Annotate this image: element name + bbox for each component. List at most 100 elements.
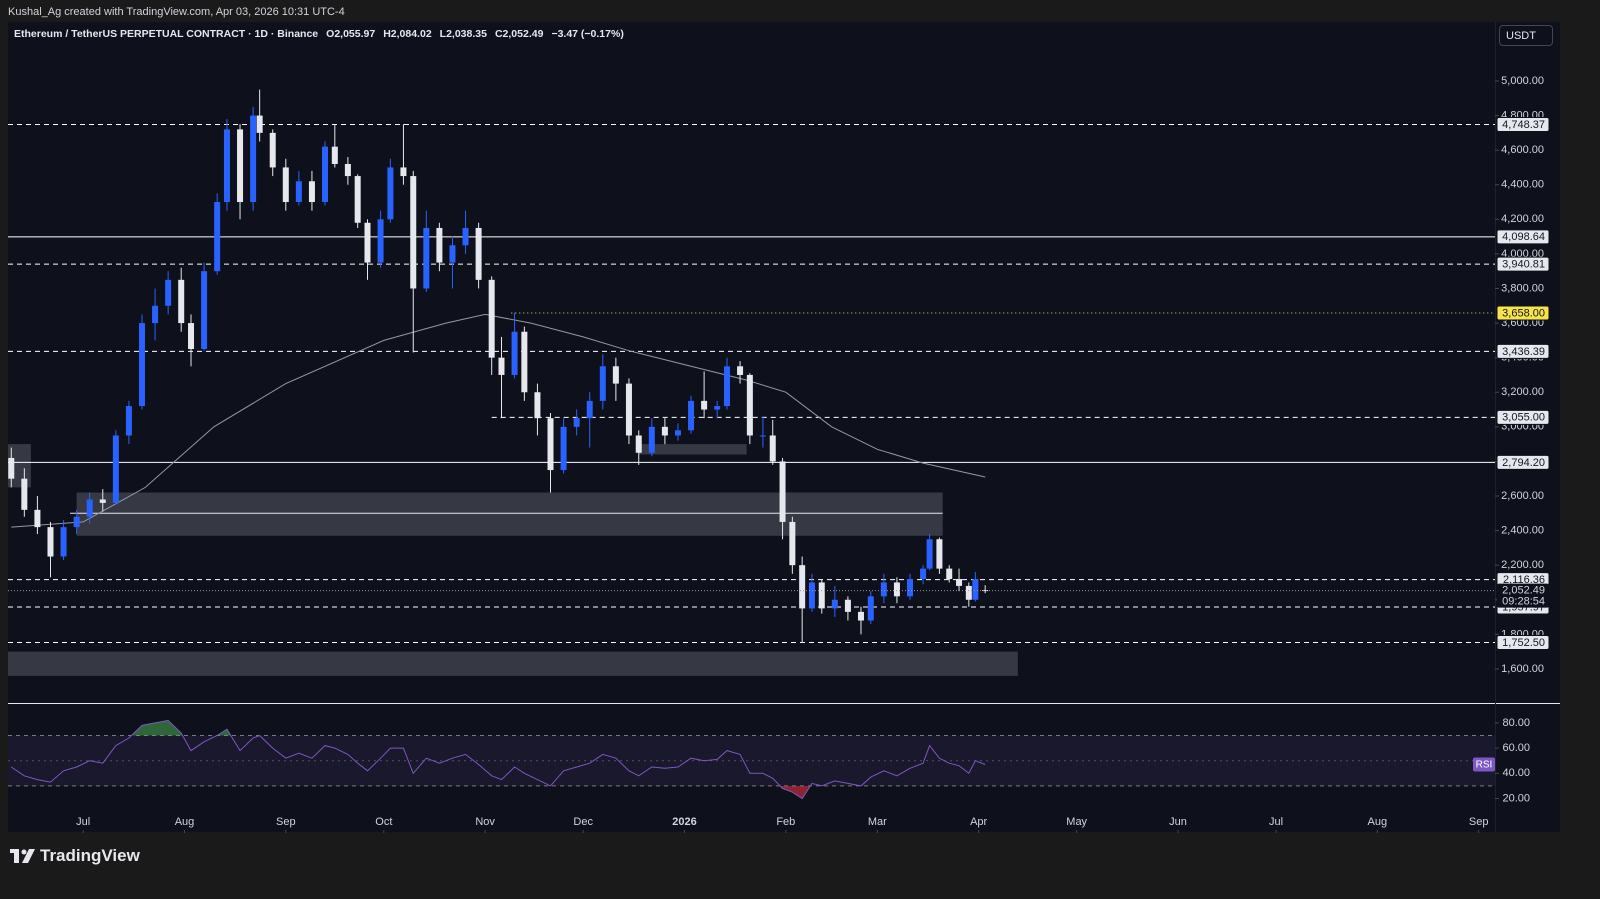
last-price-label: 2,052.49 [1502, 585, 1545, 597]
ohlc-high: H2,084.02 [383, 28, 432, 40]
candle-body [354, 176, 361, 223]
candle-body [893, 582, 900, 597]
ohlc-open: O2,055.97 [326, 28, 376, 40]
candle-body [956, 579, 963, 586]
x-tick-label: Aug [1368, 816, 1388, 828]
x-tick-label: Sep [1469, 816, 1489, 828]
candle-body [423, 227, 430, 289]
level-label-box [1496, 454, 1550, 470]
candle-body [250, 115, 257, 203]
candle-body [789, 521, 796, 566]
level-label-box [1496, 343, 1550, 359]
candle-body [511, 331, 518, 375]
currency-button[interactable]: USDT [1499, 25, 1553, 46]
candle-body [674, 430, 681, 436]
candle-body [178, 279, 185, 324]
rsi-label: RSI [1476, 760, 1493, 771]
level-label-box [1496, 635, 1550, 651]
y-tick-label: 4,200.00 [1501, 213, 1544, 225]
candle-body [599, 366, 606, 401]
level-label-box [1496, 305, 1550, 321]
candle-body [936, 539, 943, 569]
y-tick-label: 2,200.00 [1501, 559, 1544, 571]
candle-body [769, 435, 776, 462]
x-tick-label: Sep [276, 816, 296, 828]
candle-body [635, 435, 642, 453]
zone [76, 492, 943, 536]
candle-body [521, 331, 528, 393]
candle-body [488, 279, 495, 358]
candle-body [799, 565, 806, 609]
rsi-label-box [1473, 757, 1495, 772]
candle-body [534, 392, 541, 419]
brand-name: TradingView [40, 846, 140, 865]
candle-body [965, 585, 972, 600]
y-tick-label: 1,600.00 [1501, 663, 1544, 675]
candle-body [547, 418, 554, 471]
legend: Ethereum / TetherUS PERPETUAL CONTRACT ·… [14, 28, 624, 40]
x-tick-label: Jul [76, 816, 90, 828]
candle-body [573, 418, 580, 427]
candle-body [880, 582, 887, 597]
level-label: 3,940.81 [1502, 259, 1545, 271]
candle-body [201, 271, 208, 350]
candle-body [377, 219, 384, 263]
candle-body [688, 400, 695, 431]
candle-body [436, 227, 443, 263]
candle-body [449, 245, 456, 263]
x-tick-label: May [1066, 816, 1087, 828]
credit: Kushal_Ag created with TradingView.com, … [8, 6, 345, 18]
candle-body [737, 366, 744, 375]
candle-body [612, 366, 619, 384]
candle-body [926, 539, 933, 569]
candle-body [60, 527, 67, 557]
change: −3.47 (−0.17%) [551, 28, 624, 40]
candle-body [295, 181, 302, 203]
y-tick-label: 4,600.00 [1501, 144, 1544, 156]
candle-body [34, 509, 41, 528]
level-label: 3,658.00 [1502, 307, 1545, 319]
candle-body [498, 357, 505, 375]
rsi-tick-label: 80.00 [1502, 717, 1530, 729]
candle-body [152, 305, 159, 324]
candle-body [282, 167, 289, 203]
candle-body [237, 129, 244, 203]
rsi-oversold-fill [780, 785, 811, 799]
x-tick-label: Oct [375, 816, 392, 828]
candle-body [818, 582, 825, 609]
candle-body [223, 129, 230, 203]
candle-body [907, 579, 914, 597]
level-label: 4,748.37 [1502, 119, 1545, 131]
x-tick-label: Apr [970, 816, 987, 828]
candle-body [920, 568, 927, 580]
y-tick-label: 4,400.00 [1501, 179, 1544, 191]
candle-body [701, 400, 708, 410]
y-tick-label: 2,600.00 [1501, 490, 1544, 502]
y-tick-label: 5,000.00 [1501, 75, 1544, 87]
candle-body [308, 181, 315, 203]
x-tick-label: Nov [475, 816, 495, 828]
candle-body [344, 163, 351, 177]
candle-body [844, 599, 851, 612]
level-label: 2,794.20 [1502, 457, 1545, 469]
level-label-box [1496, 116, 1550, 132]
candle-body [214, 202, 221, 272]
candle-body [364, 222, 371, 263]
rsi-tick-label: 40.00 [1502, 767, 1530, 779]
ohlc-close: C2,052.49 [494, 28, 544, 40]
candle-body [138, 323, 145, 407]
level-label: 3,436.39 [1502, 346, 1545, 358]
candle-body [99, 499, 106, 503]
candle-body [475, 227, 482, 280]
candle-body [125, 406, 132, 436]
zone [638, 444, 747, 455]
candle-body [322, 146, 329, 203]
candle-body [714, 406, 721, 410]
y-tick-label: 3,200.00 [1501, 386, 1544, 398]
candle-body [73, 516, 80, 528]
candle-body [165, 279, 172, 306]
x-tick-label: Feb [776, 816, 795, 828]
rsi-line [11, 719, 986, 800]
